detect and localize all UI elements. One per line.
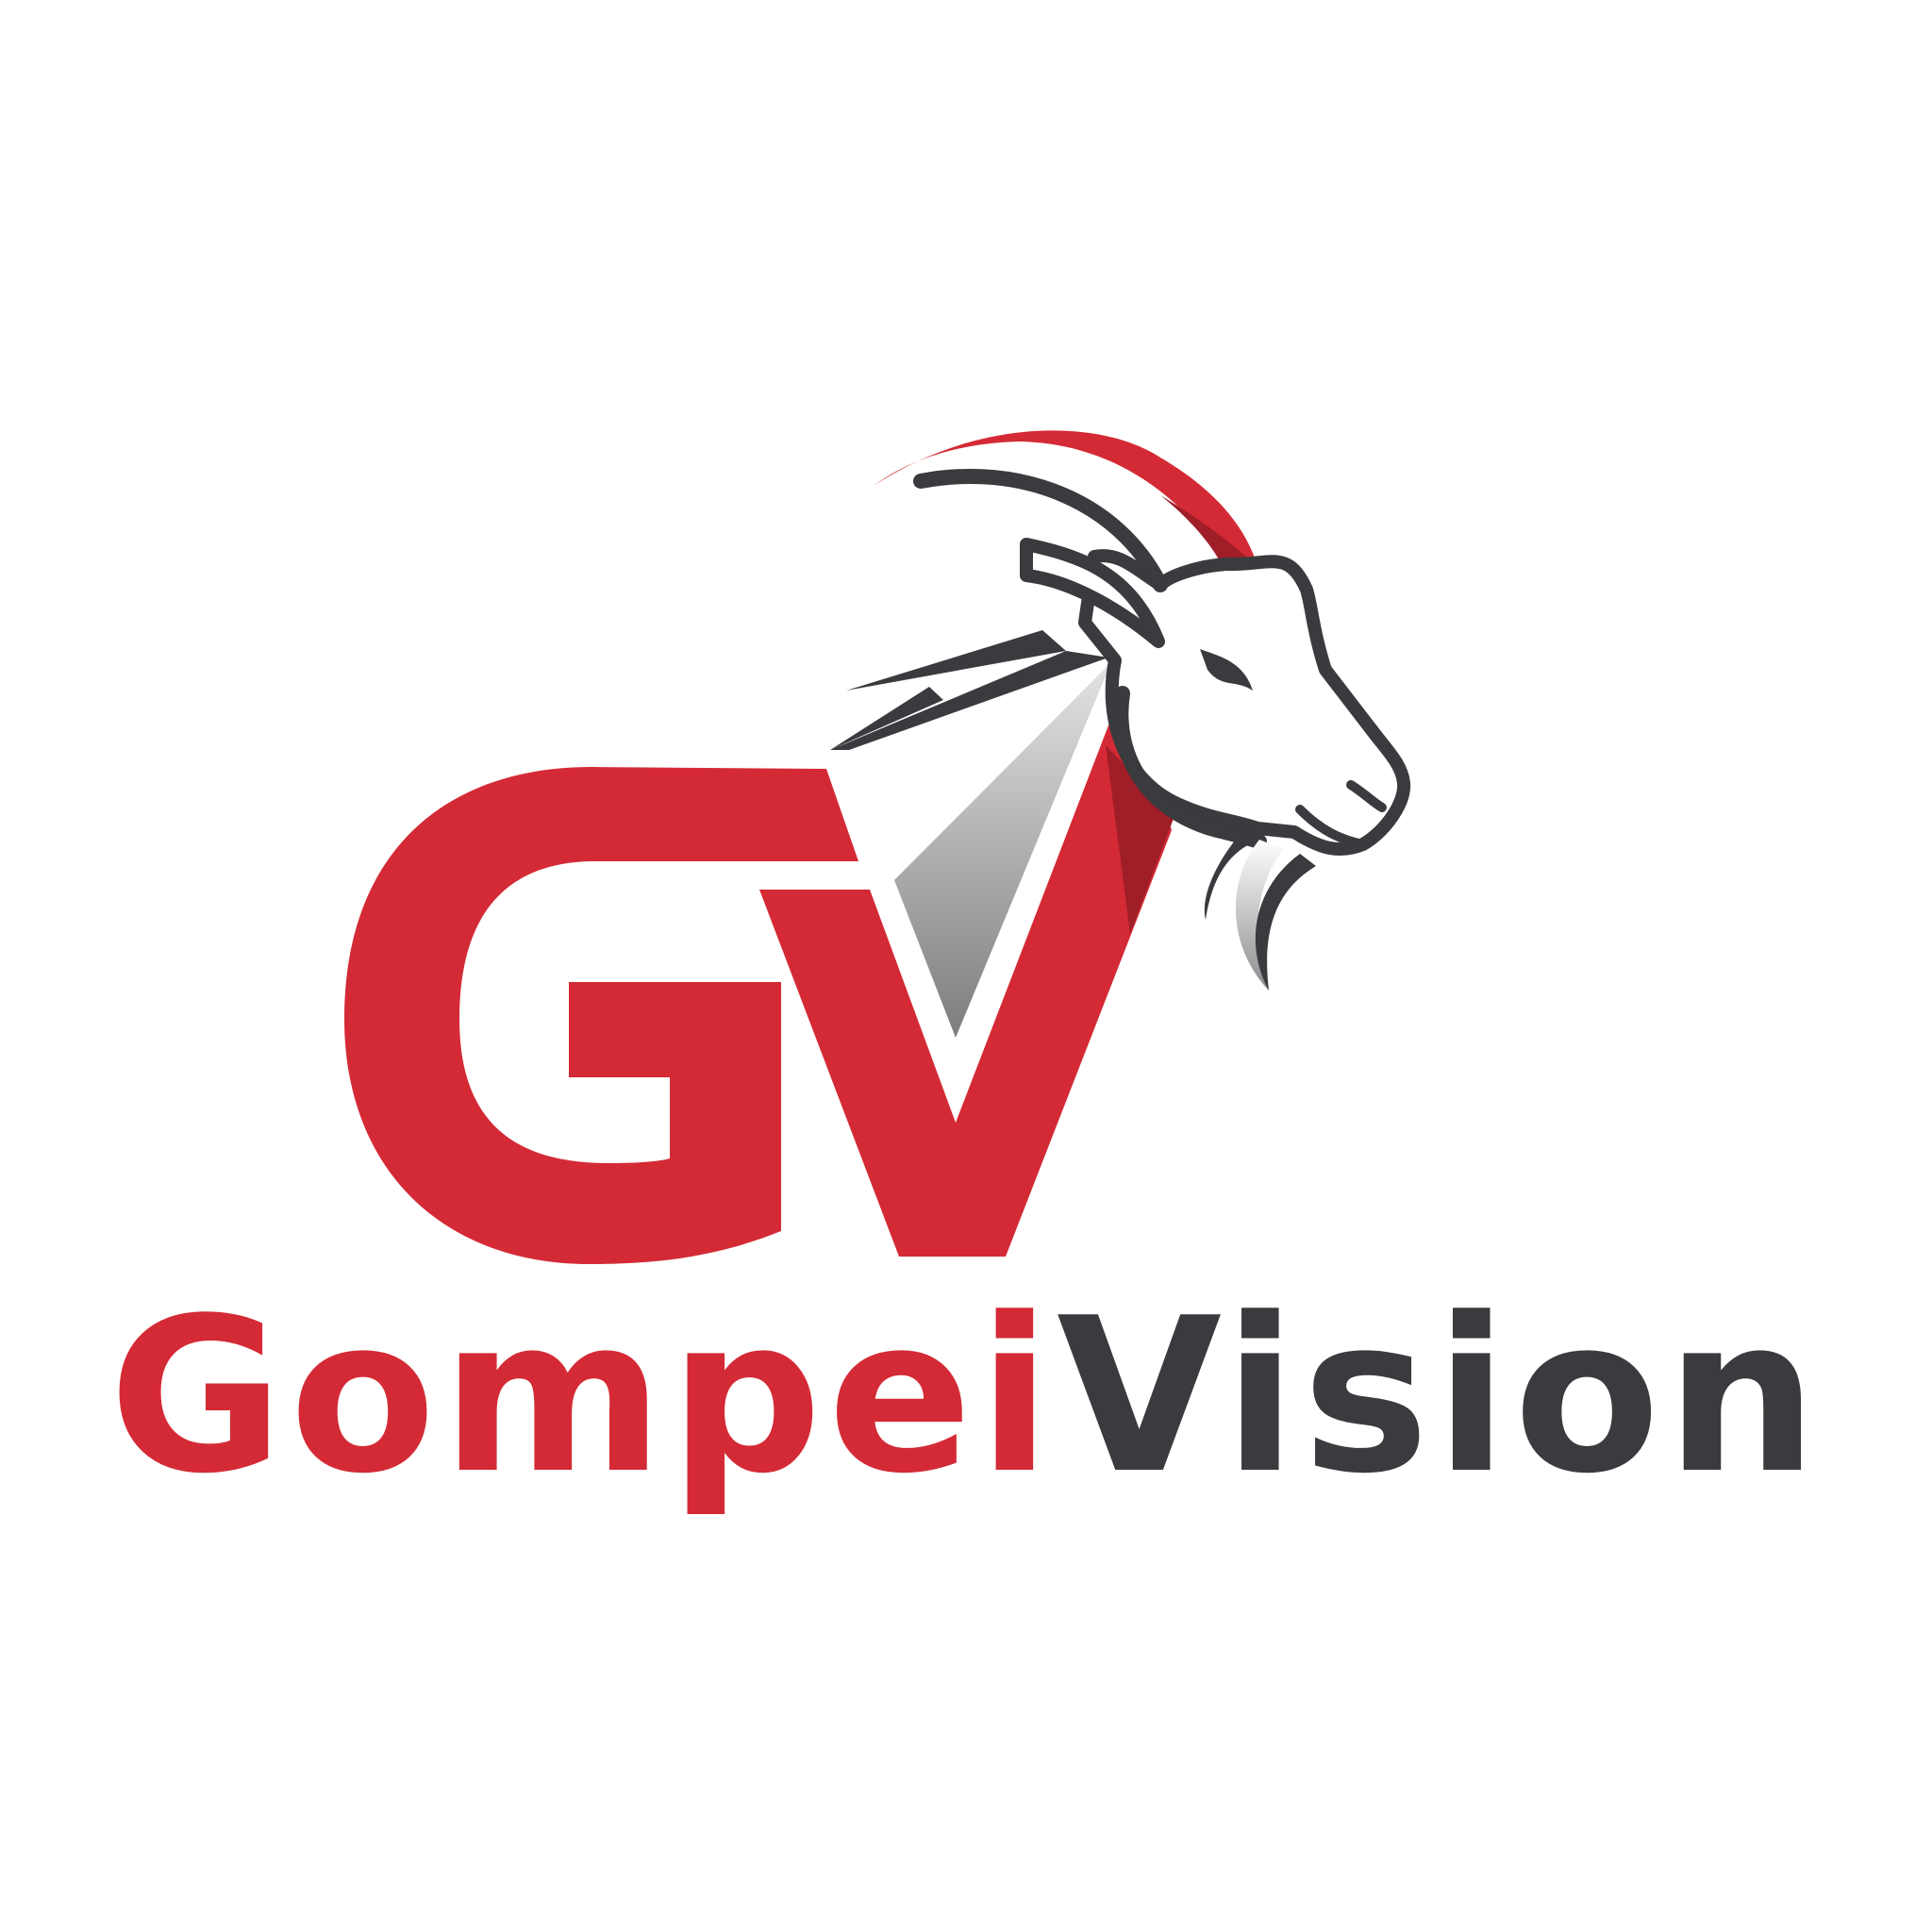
goat-beard-gray bbox=[1235, 840, 1283, 991]
goat-horn-red bbox=[874, 430, 1257, 566]
goat-beard-outer bbox=[1255, 854, 1316, 991]
brand-wordmark: GompeiVision bbox=[0, 1291, 1932, 1504]
brand-name-first: Gompei bbox=[108, 1273, 1058, 1521]
speed-line-2 bbox=[830, 651, 1108, 750]
brand-name-second: Vision bbox=[1057, 1273, 1824, 1521]
speed-line-3 bbox=[830, 687, 943, 750]
monogram-letter-g bbox=[344, 767, 858, 1264]
gray-beam bbox=[894, 662, 1111, 1038]
v-shadow bbox=[1106, 745, 1174, 934]
monogram-letter-v bbox=[759, 689, 1172, 1257]
goat-horn-red-shade bbox=[1160, 495, 1255, 566]
goat-beard bbox=[1204, 830, 1255, 920]
speed-line-1 bbox=[846, 630, 1066, 691]
